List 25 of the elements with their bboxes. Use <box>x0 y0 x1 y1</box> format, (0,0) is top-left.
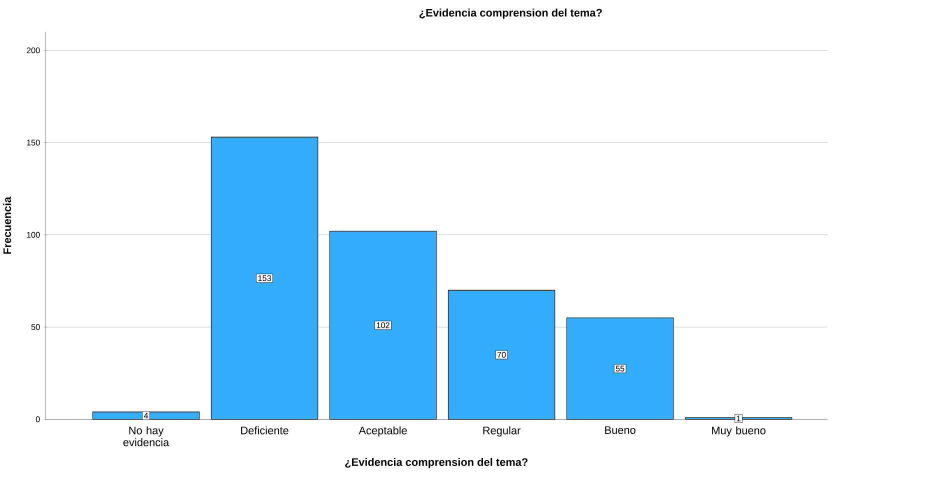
data-label: 153 <box>258 275 272 282</box>
x-tick-label: Regular <box>483 426 521 437</box>
x-tick-label: No hay evidencia <box>123 426 170 446</box>
y-tick-label: 0 <box>36 416 40 422</box>
x-tick-label: Aceptable <box>358 426 407 437</box>
bar <box>92 412 200 420</box>
data-label: 102 <box>376 322 390 328</box>
bar <box>566 318 674 420</box>
x-axis-title: ¿Evidencia comprension del tema? <box>345 458 528 468</box>
y-tick-label: 150 <box>27 140 40 146</box>
data-label: 1 <box>736 416 740 422</box>
bar <box>329 231 437 420</box>
bar <box>210 136 318 420</box>
data-label: 70 <box>497 352 506 358</box>
x-tick-label: Muy bueno <box>712 426 766 437</box>
data-label: 4 <box>144 412 148 419</box>
y-tick-label: 100 <box>27 232 40 238</box>
y-tick-label: 200 <box>26 48 40 54</box>
data-label: 55 <box>616 366 624 372</box>
bar <box>448 290 556 420</box>
chart-title: ¿Evidencia comprension del tema? <box>419 8 602 19</box>
x-tick-label: Deficiente <box>241 426 288 435</box>
y-axis-title: Frecuencia <box>3 196 12 254</box>
y-tick-label: 50 <box>31 324 40 330</box>
x-tick-label: Bueno <box>605 426 636 434</box>
